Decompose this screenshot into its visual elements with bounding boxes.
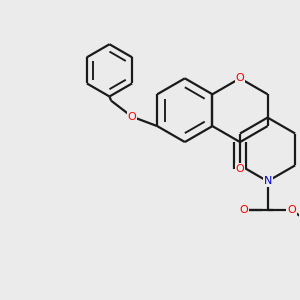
Text: O: O [236, 73, 244, 83]
Text: O: O [287, 205, 296, 215]
Text: O: O [236, 164, 244, 174]
Text: O: O [239, 205, 248, 215]
Text: N: N [263, 176, 272, 186]
Text: O: O [128, 112, 136, 122]
